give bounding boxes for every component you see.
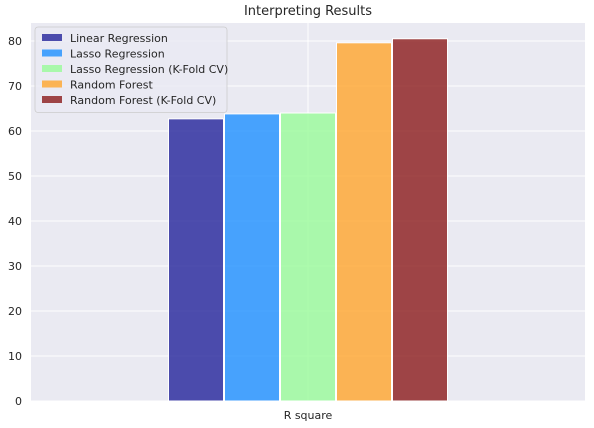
legend-box <box>34 26 228 113</box>
y-tick-label: 20 <box>8 305 22 318</box>
legend-swatch <box>42 96 62 103</box>
x-axis-ticks: R square <box>284 409 333 422</box>
legend-swatch <box>42 80 62 88</box>
legend-label: Random Forest <box>70 79 153 92</box>
legend-swatch <box>42 49 62 57</box>
y-tick-label: 0 <box>15 395 22 408</box>
legend: Linear Regression Lasso Regression Lasso R… <box>34 26 228 113</box>
y-tick-label: 40 <box>8 215 22 228</box>
bar-random-forest-k-fold-cv <box>392 38 448 402</box>
legend-label: Random Forest (K-Fold CV) <box>70 94 216 107</box>
legend-label: Lasso Regression <box>70 48 165 61</box>
y-tick-label: 30 <box>8 260 22 273</box>
x-tick-label: R square <box>284 409 333 422</box>
y-tick-label: 50 <box>8 170 22 183</box>
legend-swatch <box>42 65 62 72</box>
y-axis-ticks: 0 10 20 30 40 50 60 70 80 <box>8 35 22 408</box>
chart-title: Interpreting Results <box>244 4 372 19</box>
legend-swatch <box>42 34 62 41</box>
legend-label: Linear Regression <box>70 32 168 45</box>
bar-linear-regression <box>168 118 224 402</box>
legend-label: Lasso Regression (K-Fold CV) <box>70 63 228 76</box>
y-tick-label: 80 <box>8 35 22 48</box>
bars <box>168 38 448 402</box>
y-tick-label: 60 <box>8 125 22 138</box>
bar-lasso-regression-k-fold-cv <box>280 112 336 402</box>
bar-lasso-regression <box>224 113 280 402</box>
bar-random-forest <box>336 42 392 402</box>
y-tick-label: 70 <box>8 80 22 93</box>
y-tick-label: 10 <box>8 350 22 363</box>
